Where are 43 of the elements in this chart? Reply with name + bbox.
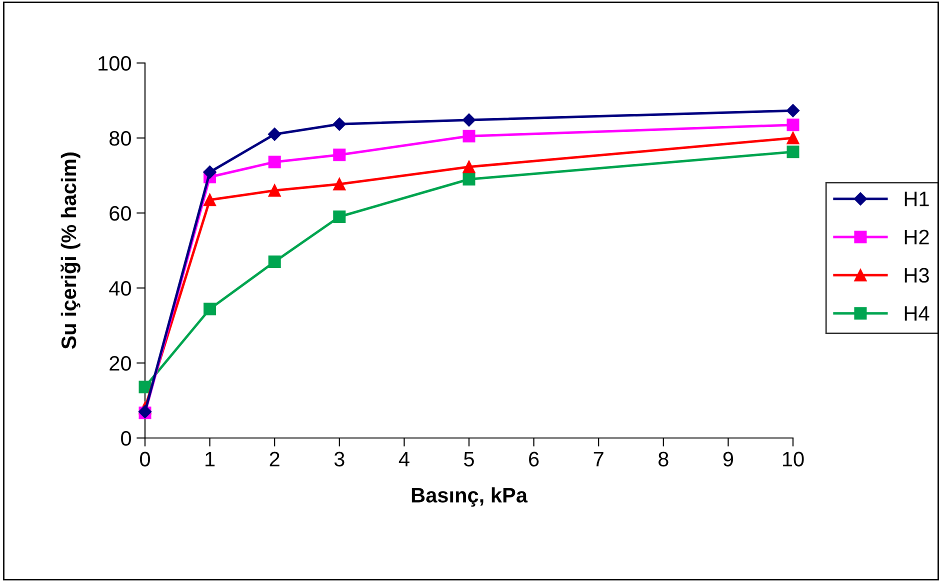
point (786, 132, 800, 144)
point (268, 256, 281, 268)
x-axis-title: Basınç, kPa (412, 487, 528, 507)
x-tick-label: 3 (334, 452, 344, 466)
point (268, 156, 281, 168)
x-tick-label: 5 (464, 452, 474, 466)
x-tick-label: 8 (658, 452, 668, 466)
point (333, 148, 346, 162)
y-tick-label: 0 (121, 431, 131, 446)
point (204, 194, 216, 206)
x-tick-label: 0 (140, 452, 150, 466)
point (138, 380, 152, 394)
legend-label: H4 (904, 306, 930, 321)
y-tick-label: 60 (110, 206, 131, 221)
point (203, 166, 216, 179)
legend-label: H2 (904, 230, 929, 244)
x-tick-label: 4 (398, 452, 410, 466)
y-tick-label: 40 (109, 281, 131, 296)
x-tick-label: 7 (594, 452, 604, 466)
point (333, 210, 346, 223)
y-axis-title: Su içeriği (% hacim) (60, 152, 80, 349)
y-tick-label: 80 (110, 131, 131, 146)
y-tick-label: 100 (98, 56, 131, 71)
x-tick-label: 9 (723, 452, 734, 466)
point (204, 302, 216, 316)
point (786, 104, 800, 118)
point (462, 113, 476, 127)
x-tick-label: 2 (270, 452, 280, 466)
point (462, 160, 476, 174)
x-tick-label: 10 (783, 452, 804, 466)
point (462, 173, 476, 186)
x-tick-label: 6 (529, 452, 539, 466)
point (462, 130, 476, 142)
point (268, 184, 281, 197)
point (333, 178, 346, 190)
y-tick-label: 20 (110, 356, 131, 371)
legend-label: H1 (904, 192, 929, 206)
point (786, 118, 800, 132)
point (332, 118, 346, 131)
x-tick-label: 1 (206, 452, 215, 466)
point (268, 128, 282, 141)
point (786, 146, 800, 158)
legend-label: H3 (904, 268, 929, 283)
